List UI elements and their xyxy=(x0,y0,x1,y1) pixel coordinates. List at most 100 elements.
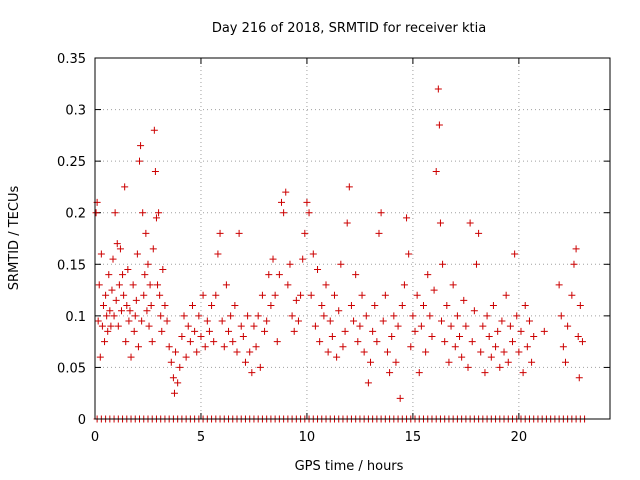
data-point xyxy=(492,343,500,351)
data-point xyxy=(358,291,366,299)
data-point xyxy=(169,374,177,382)
data-point xyxy=(237,322,245,330)
data-point xyxy=(356,322,364,330)
data-point xyxy=(500,348,508,356)
data-point xyxy=(504,358,512,366)
data-point xyxy=(92,209,100,217)
data-point xyxy=(443,302,451,310)
data-point xyxy=(125,317,133,325)
data-point xyxy=(485,332,493,340)
data-point xyxy=(369,327,377,335)
data-point xyxy=(263,317,271,325)
data-point xyxy=(477,348,485,356)
data-point xyxy=(107,322,115,330)
data-point xyxy=(299,255,307,263)
data-point xyxy=(152,214,160,222)
data-point xyxy=(216,229,224,237)
data-point xyxy=(282,188,290,196)
data-point xyxy=(360,348,368,356)
data-point xyxy=(330,291,338,299)
data-point xyxy=(517,327,525,335)
data-point xyxy=(126,307,134,315)
data-point xyxy=(141,271,149,279)
data-point xyxy=(106,307,114,315)
data-point xyxy=(352,271,360,279)
data-point xyxy=(403,214,411,222)
data-point xyxy=(241,358,249,366)
data-point xyxy=(145,322,153,330)
data-point xyxy=(210,338,218,346)
data-point xyxy=(557,312,565,320)
data-point xyxy=(197,332,205,340)
data-point xyxy=(182,353,190,361)
data-point xyxy=(413,291,421,299)
data-point xyxy=(170,389,178,397)
data-point xyxy=(434,85,442,93)
x-tick-label: 15 xyxy=(405,430,422,445)
data-point xyxy=(235,229,243,237)
data-point xyxy=(165,343,173,351)
data-point xyxy=(367,358,375,366)
data-point xyxy=(278,198,286,206)
data-point xyxy=(540,327,548,335)
data-point xyxy=(267,302,275,310)
data-point xyxy=(528,358,536,366)
data-point xyxy=(159,265,167,273)
data-point xyxy=(464,363,472,371)
data-point xyxy=(117,307,125,315)
data-point xyxy=(513,312,521,320)
data-point xyxy=(451,343,459,351)
y-tick-label: 0.1 xyxy=(65,310,86,325)
data-point xyxy=(333,353,341,361)
axis-ticks: 0 0.05 0.1 0.15 0.2 0.25 0.3 0.35 0 5 10 15 20 xyxy=(57,52,610,445)
data-point xyxy=(129,281,137,289)
data-point xyxy=(409,312,417,320)
data-point xyxy=(201,343,209,351)
data-point xyxy=(157,312,165,320)
data-point xyxy=(155,209,163,217)
data-point xyxy=(101,338,109,346)
data-point xyxy=(110,312,118,320)
data-point xyxy=(439,260,447,268)
data-point xyxy=(305,209,313,217)
data-point xyxy=(394,322,402,330)
data-point xyxy=(131,312,139,320)
plot-frame xyxy=(94,57,611,420)
data-point xyxy=(138,317,146,325)
data-point xyxy=(144,260,152,268)
data-point xyxy=(261,327,269,335)
data-point xyxy=(435,121,443,129)
data-point xyxy=(148,338,156,346)
data-point xyxy=(120,291,128,299)
data-point xyxy=(417,322,425,330)
data-point xyxy=(341,327,349,335)
data-point xyxy=(383,348,391,356)
data-point xyxy=(388,332,396,340)
data-point xyxy=(328,332,336,340)
data-point xyxy=(568,291,576,299)
y-tick-label: 0.2 xyxy=(65,207,86,222)
data-point xyxy=(324,348,332,356)
data-point xyxy=(494,327,502,335)
y-tick-label: 0 xyxy=(78,413,86,428)
data-point xyxy=(180,312,188,320)
data-point xyxy=(432,167,440,175)
data-point xyxy=(316,338,324,346)
data-point xyxy=(158,327,166,335)
data-point xyxy=(555,281,563,289)
data-point xyxy=(375,229,383,237)
data-point xyxy=(335,307,343,315)
data-point xyxy=(453,312,461,320)
data-point xyxy=(256,363,264,371)
data-point xyxy=(199,291,207,299)
data-point xyxy=(377,209,385,217)
data-point xyxy=(113,240,121,248)
data-point xyxy=(415,369,423,377)
data-point xyxy=(161,302,169,310)
data-point xyxy=(119,271,127,279)
data-point xyxy=(286,260,294,268)
x-tick-label: 10 xyxy=(299,430,316,445)
data-point xyxy=(396,394,404,402)
data-point xyxy=(515,348,523,356)
